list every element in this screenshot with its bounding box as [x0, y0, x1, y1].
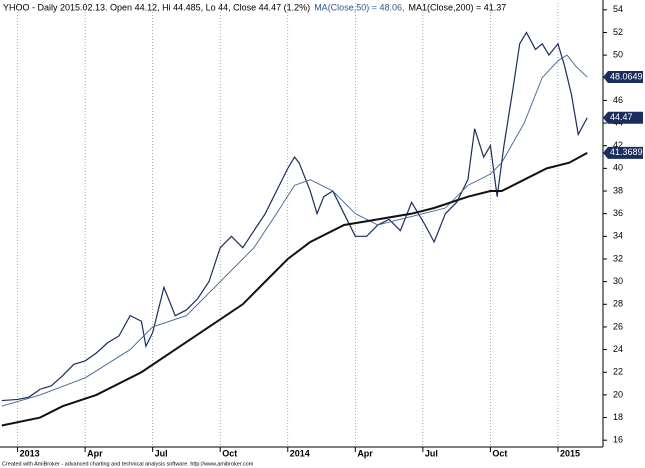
y-tick-label: 24	[613, 344, 623, 354]
value-badge-label: 44.47	[610, 112, 633, 122]
y-tick-label: 28	[613, 299, 623, 309]
series-line	[1, 151, 588, 427]
y-tick-label: 34	[613, 231, 623, 241]
y-tick-label: 32	[613, 253, 623, 263]
y-tick-label: 30	[613, 276, 623, 286]
y-tick-label: 52	[613, 27, 623, 37]
y-tick-label: 16	[613, 435, 623, 445]
series-line	[1, 54, 588, 407]
x-tick-label: 2014	[290, 448, 310, 458]
value-badge	[603, 111, 643, 124]
y-tick-label: 38	[613, 185, 623, 195]
x-tick-label: Apr	[357, 448, 373, 458]
x-tick-label: Oct	[222, 448, 237, 458]
value-badge-label: 41.3689	[610, 147, 643, 157]
x-tick-label: 2015	[560, 448, 580, 458]
x-tick-label: Jul	[155, 448, 168, 458]
series-line	[1, 31, 588, 402]
ma200-label: MA1(Close,200) = 41.37	[408, 2, 506, 12]
y-tick-label: 18	[613, 412, 623, 422]
y-tick-label: 46	[613, 95, 623, 105]
chart-title: YHOO - Daily 2015.02.13. Open 44.12, Hi …	[3, 2, 310, 12]
x-tick-label: 2013	[20, 448, 40, 458]
y-tick-label: 20	[613, 389, 623, 399]
ma50-label: MA(Close,50) = 48.06,	[314, 2, 404, 12]
y-tick-label: 40	[613, 163, 623, 173]
x-tick-label: Oct	[492, 448, 507, 458]
y-tick-label: 50	[613, 49, 623, 59]
value-badge	[603, 71, 643, 84]
y-tick-label: 36	[613, 208, 623, 218]
y-tick-label: 26	[613, 321, 623, 331]
y-tick-label: 22	[613, 367, 623, 377]
y-tick-label: 54	[613, 4, 623, 14]
value-badge	[603, 146, 643, 159]
x-tick-label: Apr	[87, 448, 103, 458]
footer: Created with AmiBroker - advanced charti…	[2, 461, 254, 467]
y-tick-label: 42	[613, 140, 623, 150]
value-badge-label: 48.0649	[610, 71, 643, 81]
x-tick-label: Jul	[425, 448, 438, 458]
